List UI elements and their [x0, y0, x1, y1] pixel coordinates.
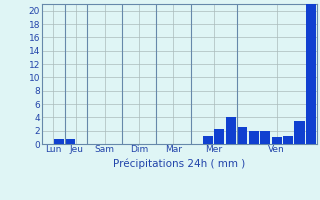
Bar: [226, 117, 236, 144]
Bar: [271, 137, 282, 144]
X-axis label: Précipitations 24h ( mm ): Précipitations 24h ( mm ): [113, 159, 245, 169]
Bar: [65, 139, 76, 144]
Bar: [306, 4, 316, 144]
Bar: [237, 127, 247, 144]
Bar: [214, 129, 225, 144]
Bar: [203, 136, 213, 144]
Bar: [283, 136, 293, 144]
Bar: [54, 139, 64, 144]
Bar: [260, 131, 270, 144]
Bar: [249, 131, 259, 144]
Bar: [294, 121, 305, 144]
